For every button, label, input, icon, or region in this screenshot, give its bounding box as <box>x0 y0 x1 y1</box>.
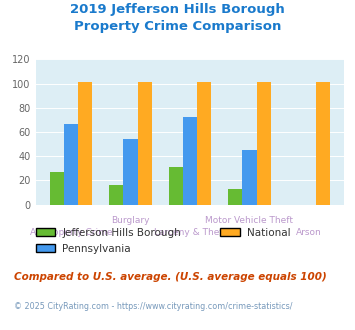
Bar <box>78 82 92 205</box>
Text: Jefferson Hills Borough: Jefferson Hills Borough <box>62 228 181 238</box>
Bar <box>197 82 211 205</box>
Bar <box>123 139 138 205</box>
Bar <box>242 150 257 205</box>
Text: 2019 Jefferson Hills Borough
Property Crime Comparison: 2019 Jefferson Hills Borough Property Cr… <box>70 3 285 33</box>
Text: Larceny & Theft: Larceny & Theft <box>154 228 226 237</box>
Bar <box>228 189 242 205</box>
Text: © 2025 CityRating.com - https://www.cityrating.com/crime-statistics/: © 2025 CityRating.com - https://www.city… <box>14 302 293 311</box>
Text: Arson: Arson <box>296 228 322 237</box>
Bar <box>138 82 152 205</box>
Bar <box>316 82 330 205</box>
Bar <box>169 167 183 205</box>
Bar <box>109 185 123 205</box>
Bar <box>257 82 271 205</box>
Text: Motor Vehicle Theft: Motor Vehicle Theft <box>206 216 294 225</box>
Text: All Property Crime: All Property Crime <box>30 228 112 237</box>
Text: Pennsylvania: Pennsylvania <box>62 244 131 254</box>
Text: Burglary: Burglary <box>111 216 150 225</box>
Text: Compared to U.S. average. (U.S. average equals 100): Compared to U.S. average. (U.S. average … <box>14 272 327 282</box>
Bar <box>64 123 78 205</box>
Bar <box>50 172 64 205</box>
Bar <box>183 117 197 205</box>
Text: National: National <box>247 228 290 238</box>
